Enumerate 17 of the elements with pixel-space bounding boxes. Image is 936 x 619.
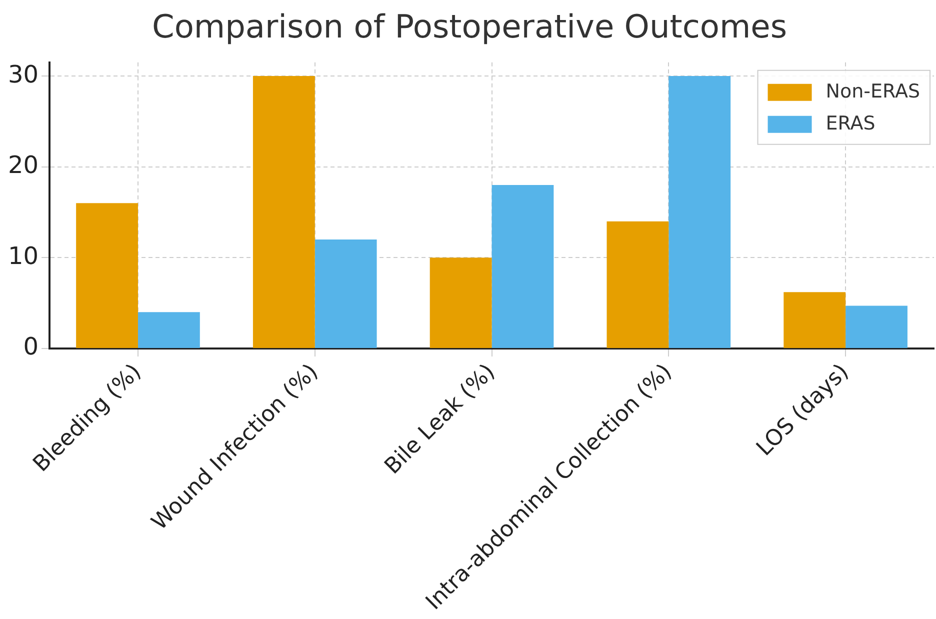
y-tick-label: 20 [8,151,39,180]
legend-label: ERAS [826,112,876,134]
bar [430,258,492,348]
bar [606,221,669,348]
y-tick-label: 30 [8,60,39,88]
bar [76,203,138,348]
bar [492,185,554,348]
bar [846,306,908,348]
bar [138,312,200,348]
bar [314,240,377,348]
bar [668,76,731,348]
bar [252,76,315,348]
y-tick-label: 10 [8,242,39,270]
y-tick-label: 0 [23,332,39,361]
bar [784,292,846,348]
legend-label: Non-ERAS [826,80,920,102]
chart-title: Comparison of Postoperative Outcomes [152,8,788,46]
